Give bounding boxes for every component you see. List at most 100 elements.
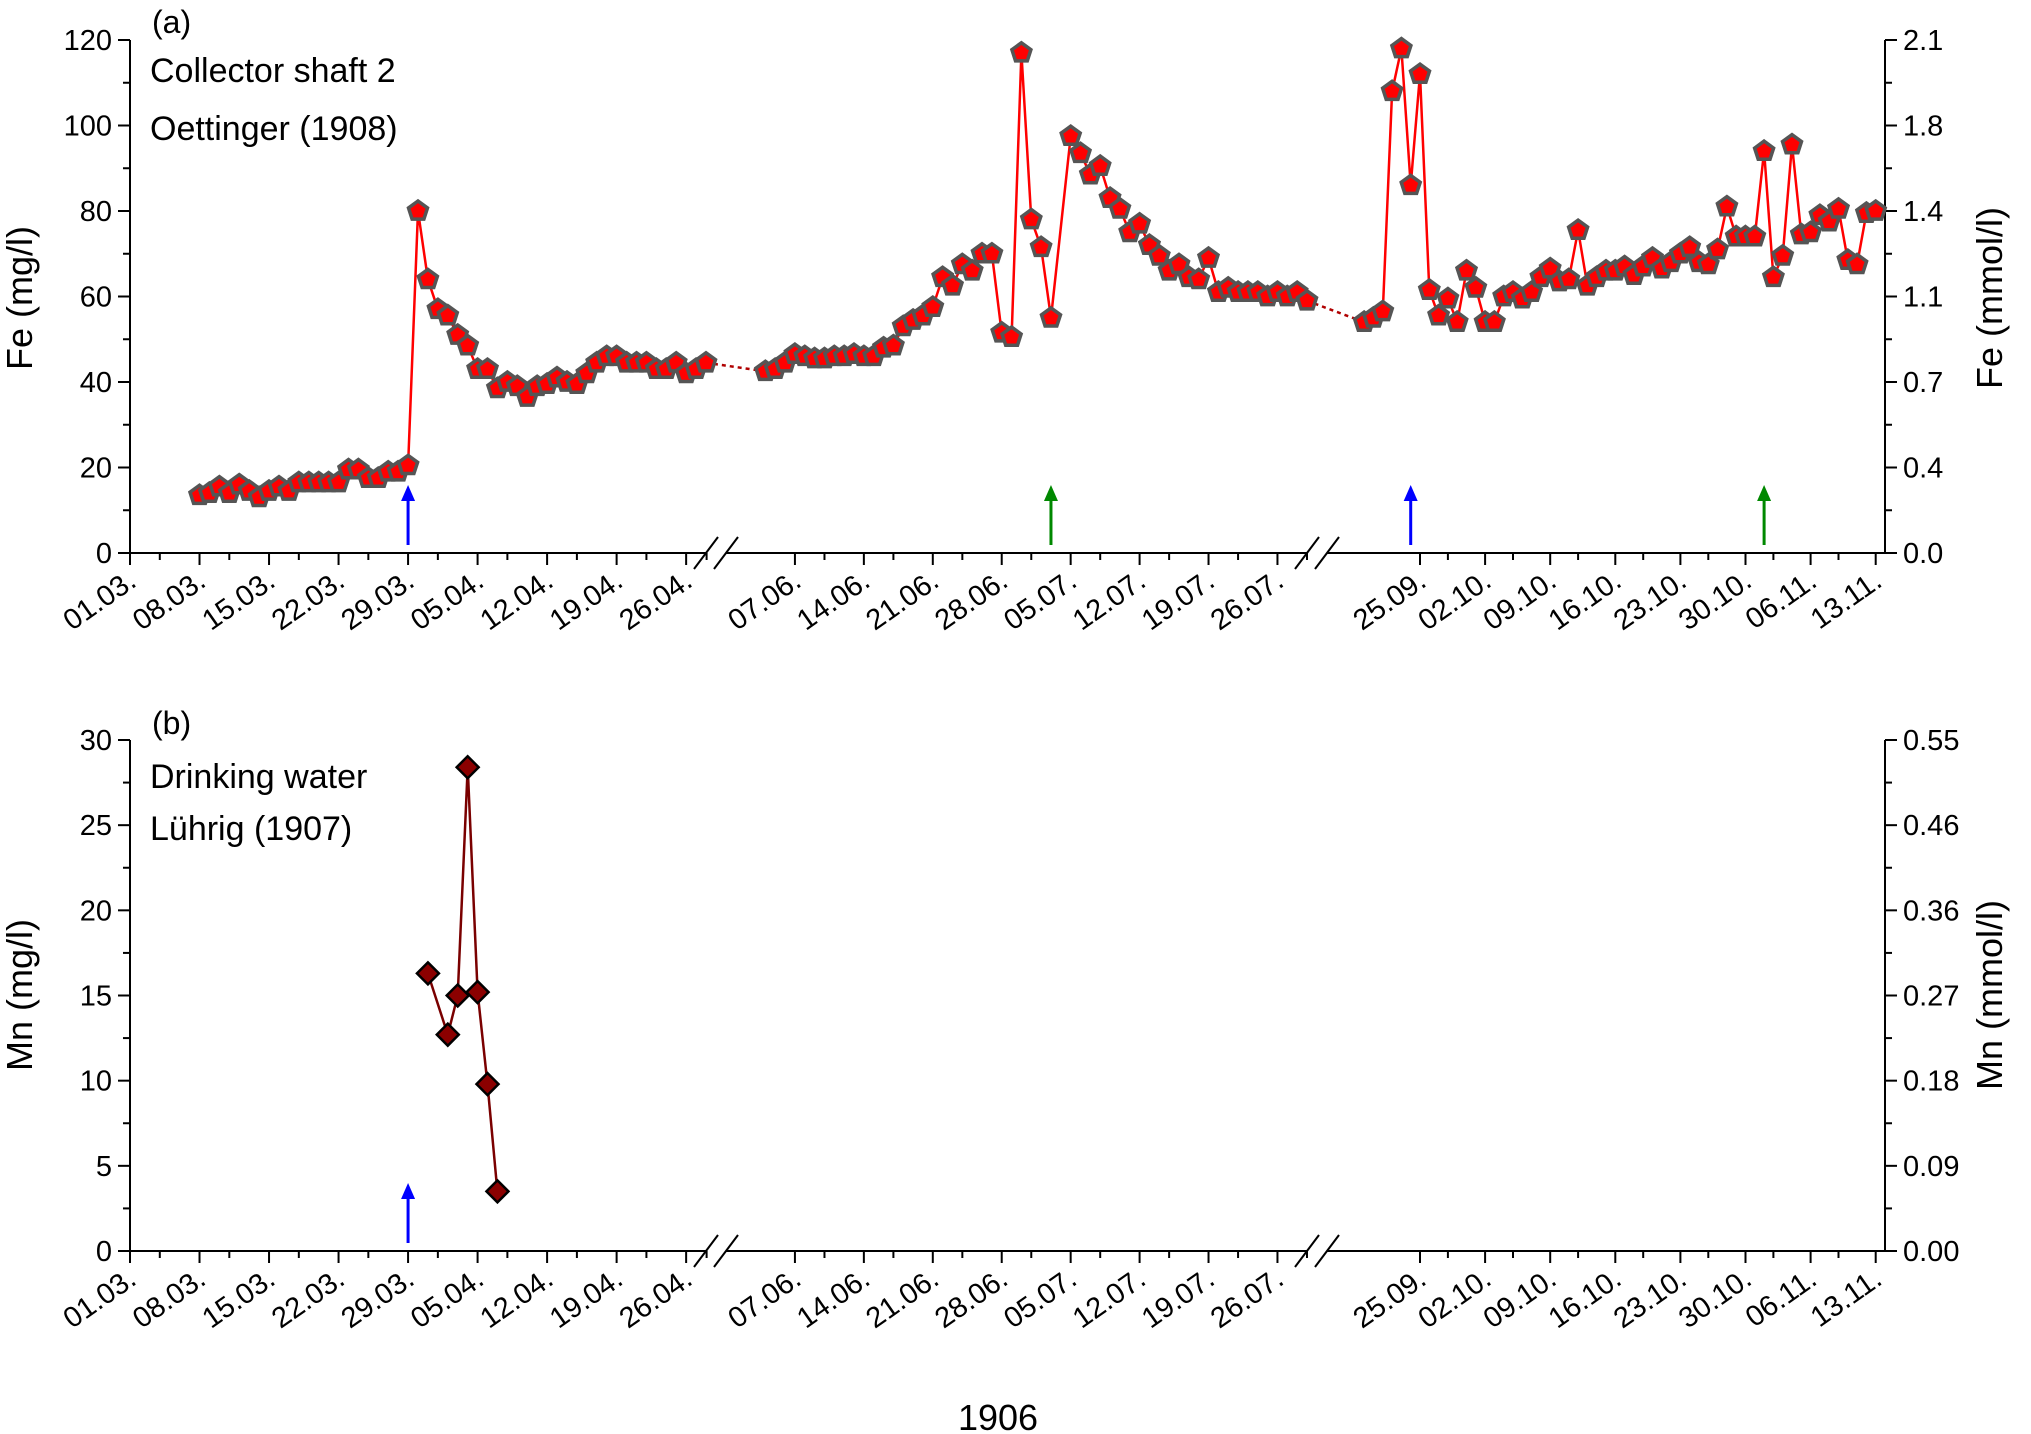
panel-a-label: (a) xyxy=(152,4,191,40)
panel-a-xtick-label: 21.06. xyxy=(860,565,944,637)
panel-a-data-point xyxy=(1039,305,1063,328)
x-axis-title: 1906 xyxy=(958,1397,1038,1434)
panel-a-data-point xyxy=(1445,309,1469,332)
panel-a-event-arrowhead xyxy=(1757,485,1772,501)
panel-a-data-point xyxy=(1845,252,1869,275)
panel-b-xtick-label: 14.06. xyxy=(791,1263,875,1335)
panel-a-y2tick-label: 1.8 xyxy=(1903,111,1943,143)
panel-a-data-point xyxy=(940,273,965,296)
panel-a-data-point xyxy=(1678,235,1702,258)
panel-b: (b) Drinking water Lührig (1907) Mn (mg/… xyxy=(0,705,2010,1335)
panel-a-data-point xyxy=(1566,218,1590,241)
panel-a-data-point xyxy=(1196,245,1221,268)
panel-b-ytick-label: 0 xyxy=(96,1236,112,1268)
panel-b-series-line xyxy=(426,767,499,1192)
panel-b-xtick-label: 07.06. xyxy=(723,1263,807,1335)
panel-a-data-point xyxy=(1068,141,1093,164)
panel-a-data-point xyxy=(1380,79,1404,102)
panel-b-xtick-label: 06.11. xyxy=(1740,1263,1823,1334)
panel-b-marks xyxy=(401,754,511,1243)
panel-a-data-point xyxy=(1557,267,1581,290)
panel-b-y2tick-label: 0.00 xyxy=(1903,1236,1959,1268)
panel-a-ytick-label: 80 xyxy=(80,196,112,228)
panel-b-xtick-label: 26.04. xyxy=(614,1263,698,1335)
panel-a-xtick-label: 06.11. xyxy=(1740,565,1823,636)
panel-a-data-point xyxy=(1826,196,1851,219)
panel-a-marks xyxy=(187,36,1888,545)
panel-b-axis-break-mark xyxy=(1314,1234,1340,1268)
panel-a-ytick-label: 0 xyxy=(96,538,112,570)
panel-a-y2tick-label: 0.0 xyxy=(1903,538,1943,570)
panel-a-axis-break-mark xyxy=(713,536,739,570)
panel-a-data-point xyxy=(694,350,718,373)
panel-a-data-point xyxy=(1295,288,1319,311)
panel-a-data-point xyxy=(436,303,460,326)
panel-a-data-point xyxy=(921,295,945,318)
panel-a-data-point xyxy=(1019,207,1043,230)
panel-b-xtick-label: 05.04. xyxy=(405,1263,489,1335)
panel-a-annotation-line-2: Oettinger (1908) xyxy=(150,110,398,148)
panel-a-xtick-label: 12.04. xyxy=(475,565,559,637)
panel-a-data-point xyxy=(1715,194,1739,217)
panel-a-ytick-label: 40 xyxy=(80,367,112,399)
panel-a-data-point xyxy=(1752,138,1776,161)
panel-a-data-point xyxy=(1464,275,1488,298)
panel-a-event-arrowhead xyxy=(401,485,416,501)
panel-a-xtick-label: 19.04. xyxy=(544,565,628,637)
panel-b-ytick-label: 30 xyxy=(80,725,112,757)
panel-a-xtick-label: 12.07. xyxy=(1067,565,1151,637)
panel-a-data-point xyxy=(881,333,905,356)
panel-a-data-point xyxy=(1780,132,1804,155)
panel-a-data-point xyxy=(1088,153,1112,176)
panel-a: (a) Collector shaft 2 Oettinger (1908) F… xyxy=(0,4,2010,637)
panel-a-data-point xyxy=(1743,224,1767,247)
panel-b-y2tick-label: 0.18 xyxy=(1903,1066,1959,1098)
panel-a-data-point xyxy=(1454,258,1479,281)
panel-b-ytick-label: 5 xyxy=(96,1151,112,1183)
panel-b-annotation-line-1: Drinking water xyxy=(150,758,367,796)
panel-b-ytick-label: 15 xyxy=(80,981,112,1013)
panel-a-data-point xyxy=(1408,62,1432,85)
panel-a-data-point xyxy=(1706,237,1730,260)
panel-a-data-point xyxy=(1799,220,1823,243)
panel-a-data-point xyxy=(406,198,430,221)
panel-b-data-point xyxy=(454,754,481,781)
panel-b-y2tick-label: 0.55 xyxy=(1903,725,1959,757)
panel-b-xtick-label: 23.10. xyxy=(1608,1263,1692,1335)
panel-a-xtick-label: 15.03. xyxy=(197,565,281,637)
panel-b-data-point xyxy=(464,979,491,1005)
panel-a-ytick-label: 60 xyxy=(80,282,112,314)
panel-a-event-arrowhead xyxy=(1043,485,1058,501)
panel-a-xtick-label: 05.07. xyxy=(998,565,1082,637)
panel-b-xtick-label: 19.04. xyxy=(544,1263,628,1335)
panel-a-data-point xyxy=(1399,173,1423,196)
panel-a-data-point xyxy=(1187,267,1211,290)
panel-b-event-arrowhead xyxy=(401,1183,416,1199)
panel-a-xtick-label: 26.07. xyxy=(1205,565,1289,637)
panel-b-xtick-label: 12.07. xyxy=(1067,1263,1151,1335)
panel-b-xtick-label: 02.10. xyxy=(1413,1263,1497,1335)
panel-a-data-point xyxy=(456,333,480,356)
panel-a-y2label: Fe (mmol/l) xyxy=(1969,207,2010,389)
panel-a-axis-break-mark xyxy=(1314,536,1340,570)
panel-b-axis-break-mark xyxy=(713,1234,739,1268)
panel-b-xtick-label: 21.06. xyxy=(860,1263,944,1335)
panel-a-data-point xyxy=(1771,243,1795,266)
panel-a-data-point xyxy=(1427,303,1451,326)
panel-b-data-point xyxy=(444,982,471,1009)
panel-a-data-point xyxy=(1417,277,1441,300)
panel-a-data-point xyxy=(475,357,500,380)
panel-b-xtick-label: 05.07. xyxy=(998,1263,1082,1335)
panel-b-y2label: Mn (mmol/l) xyxy=(1969,900,2010,1090)
panel-a-data-point xyxy=(1009,40,1033,63)
panel-a-data-point xyxy=(1128,211,1152,234)
panel-a-data-point xyxy=(1059,124,1083,147)
panel-b-xtick-label: 30.10. xyxy=(1673,1263,1757,1335)
panel-a-xtick-label: 19.07. xyxy=(1136,565,1220,637)
panel-a-annotation-line-1: Collector shaft 2 xyxy=(150,52,396,90)
panel-a-data-point xyxy=(1000,324,1024,347)
panel-a-xtick-label: 09.10. xyxy=(1478,565,1562,637)
panel-a-xtick-label: 13.11. xyxy=(1805,565,1888,636)
panel-a-data-point xyxy=(1029,235,1053,258)
